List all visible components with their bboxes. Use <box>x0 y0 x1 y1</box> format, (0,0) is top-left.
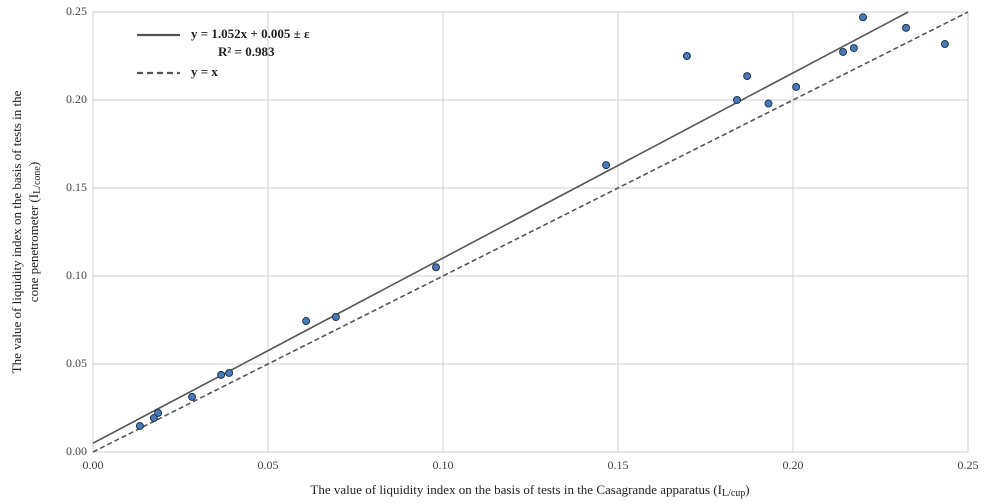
y-label-line2: cone penetrometer (IL/cone) <box>26 162 43 302</box>
legend-label: y = x <box>191 64 218 79</box>
data-point <box>682 52 691 60</box>
y-tick-label: 0.15 <box>66 180 87 194</box>
x-label-sub: L/cup <box>722 488 745 499</box>
y-axis-label: The value of liquidity index on the basi… <box>9 90 43 373</box>
data-point <box>764 99 773 108</box>
x-tick-label: 0.10 <box>433 458 454 472</box>
y-label-line1: The value of liquidity index on the basi… <box>9 90 24 373</box>
data-point <box>331 313 340 322</box>
legend-label: y = 1.052x + 0.005 ± ε <box>191 26 310 41</box>
data-point <box>135 421 144 430</box>
r-squared: R² = 0.983 <box>218 44 275 59</box>
data-point <box>188 392 197 401</box>
data-point <box>743 72 752 81</box>
x-tick-label: 0.20 <box>783 458 804 472</box>
data-point <box>902 23 911 32</box>
data-point <box>149 414 158 423</box>
x-label-text: The value of liquidity index on the basi… <box>310 482 722 497</box>
x-axis-label: The value of liquidity index on the basi… <box>310 482 749 499</box>
y-label-text: cone penetrometer (I <box>26 194 41 302</box>
data-point <box>792 82 801 91</box>
data-point <box>859 13 867 22</box>
data-point <box>940 40 949 49</box>
y-label-sub: L/cone <box>32 166 43 194</box>
y-label-end: ) <box>26 162 41 166</box>
x-tick-label: 0.00 <box>83 458 104 472</box>
data-point <box>733 96 741 104</box>
y-tick-label: 0.20 <box>66 92 87 106</box>
data-point <box>602 161 611 170</box>
grid <box>92 11 969 453</box>
x-label-end: ) <box>745 482 749 497</box>
x-tick-label: 0.25 <box>958 458 979 472</box>
y-tick-label: 0.05 <box>66 356 87 370</box>
data-point <box>432 263 440 272</box>
y-tick-label: 0.10 <box>66 268 87 282</box>
data-point <box>154 408 163 417</box>
data-point <box>302 317 311 326</box>
x-tick-label: 0.05 <box>258 458 279 472</box>
data-point <box>839 47 848 56</box>
data-point <box>217 370 226 379</box>
data-point <box>225 368 234 377</box>
y-tick-label: 0.00 <box>66 444 87 458</box>
y-tick-label: 0.25 <box>66 4 87 18</box>
data-point <box>849 44 858 53</box>
fit-line <box>92 11 969 453</box>
x-tick-label: 0.15 <box>608 458 629 472</box>
